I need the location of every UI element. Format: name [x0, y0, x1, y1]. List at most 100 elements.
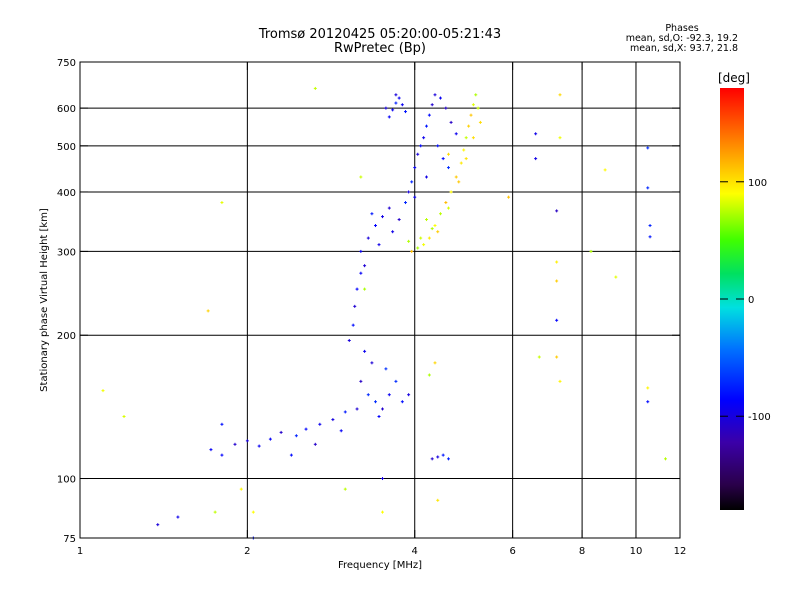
data-point — [233, 442, 237, 446]
data-point — [370, 361, 374, 365]
chart-title: Tromsø 20120425 05:20:00-05:21:43 — [258, 27, 502, 42]
data-point — [279, 430, 283, 434]
y-tick-label: 300 — [57, 247, 76, 258]
data-point — [555, 355, 559, 359]
data-point — [446, 152, 450, 156]
x-tick-label: 2 — [244, 546, 250, 557]
data-point — [433, 224, 437, 228]
data-point — [449, 120, 453, 124]
data-point — [422, 136, 426, 140]
data-point — [438, 212, 442, 216]
data-point — [347, 338, 351, 342]
data-point — [446, 457, 450, 461]
data-point — [646, 386, 650, 390]
data-point — [339, 429, 343, 433]
data-point — [430, 103, 434, 107]
y-axis-title: Stationary phase Virtual Height [km] — [39, 208, 50, 392]
data-point — [430, 227, 434, 231]
data-point — [353, 304, 357, 308]
data-point — [446, 166, 450, 170]
colorbar-ticks: 100 0 -100 — [720, 178, 771, 423]
data-point — [422, 243, 426, 247]
data-point — [425, 218, 429, 222]
data-point — [394, 101, 398, 105]
data-point — [534, 132, 538, 136]
data-point — [413, 166, 417, 170]
data-point — [384, 367, 388, 371]
data-point — [318, 422, 322, 426]
data-point — [558, 93, 562, 97]
data-point — [646, 146, 650, 150]
data-point — [380, 215, 384, 219]
data-point — [343, 487, 347, 491]
data-point — [603, 168, 607, 172]
data-point — [444, 106, 448, 110]
data-point — [648, 235, 652, 239]
data-point — [555, 260, 559, 264]
data-point — [555, 209, 559, 213]
data-point — [457, 180, 461, 184]
data-point — [370, 212, 374, 216]
data-point — [206, 309, 210, 313]
data-point — [419, 236, 423, 240]
data-point — [555, 318, 559, 322]
data-point — [156, 523, 160, 527]
data-point — [648, 224, 652, 228]
phases-legend: Phases mean, sd,O: -92.3, 19.2 mean, sd,… — [598, 24, 738, 54]
data-point — [268, 437, 272, 441]
grid-lines — [80, 62, 680, 538]
data-point — [464, 157, 468, 161]
data-point — [436, 230, 440, 234]
data-point — [391, 230, 395, 234]
data-point — [558, 136, 562, 140]
data-point — [476, 106, 480, 110]
data-point — [294, 434, 298, 438]
chart-title-block: Tromsø 20120425 05:20:00-05:21:43 RwPret… — [200, 28, 560, 56]
data-point — [176, 515, 180, 519]
data-point — [446, 206, 450, 210]
data-point — [394, 379, 398, 383]
data-point — [380, 477, 384, 481]
data-point — [220, 201, 224, 205]
data-point — [436, 455, 440, 459]
data-point — [313, 442, 317, 446]
data-point — [387, 115, 391, 119]
data-point — [359, 271, 363, 275]
data-point — [614, 275, 618, 279]
x-axis-title: Frequency [MHz] — [338, 560, 422, 571]
data-point — [427, 236, 431, 240]
data-point — [663, 457, 667, 461]
data-point — [438, 96, 442, 100]
x-tick-label: 6 — [509, 546, 515, 557]
data-point — [239, 487, 243, 491]
colorbar-tick-label: 0 — [748, 295, 754, 306]
data-point — [416, 152, 420, 156]
data-point — [377, 243, 381, 247]
data-point — [425, 175, 429, 179]
data-point — [387, 206, 391, 210]
y-tick-label: 200 — [57, 331, 76, 342]
y-tick-label: 750 — [57, 58, 76, 69]
data-point — [397, 218, 401, 222]
data-point — [363, 349, 367, 353]
data-point — [430, 457, 434, 461]
data-point — [534, 157, 538, 161]
data-point — [359, 379, 363, 383]
data-point — [419, 144, 423, 148]
data-point — [355, 407, 359, 411]
phases-title: Phases — [665, 23, 699, 34]
y-tick-label: 75 — [63, 534, 76, 545]
data-point — [413, 195, 417, 199]
phases-o-mode-line: mean, sd,O: -92.3, 19.2 — [625, 33, 738, 44]
data-point — [436, 498, 440, 502]
data-point — [444, 201, 448, 205]
data-point — [366, 393, 370, 397]
data-point — [469, 113, 473, 117]
data-point — [101, 389, 105, 393]
data-point — [558, 379, 562, 383]
x-tick-label: 10 — [630, 546, 643, 557]
data-point — [407, 393, 411, 397]
data-point — [425, 124, 429, 128]
x-tick-label: 1 — [77, 546, 83, 557]
colorbar-tick-label: -100 — [748, 412, 771, 423]
